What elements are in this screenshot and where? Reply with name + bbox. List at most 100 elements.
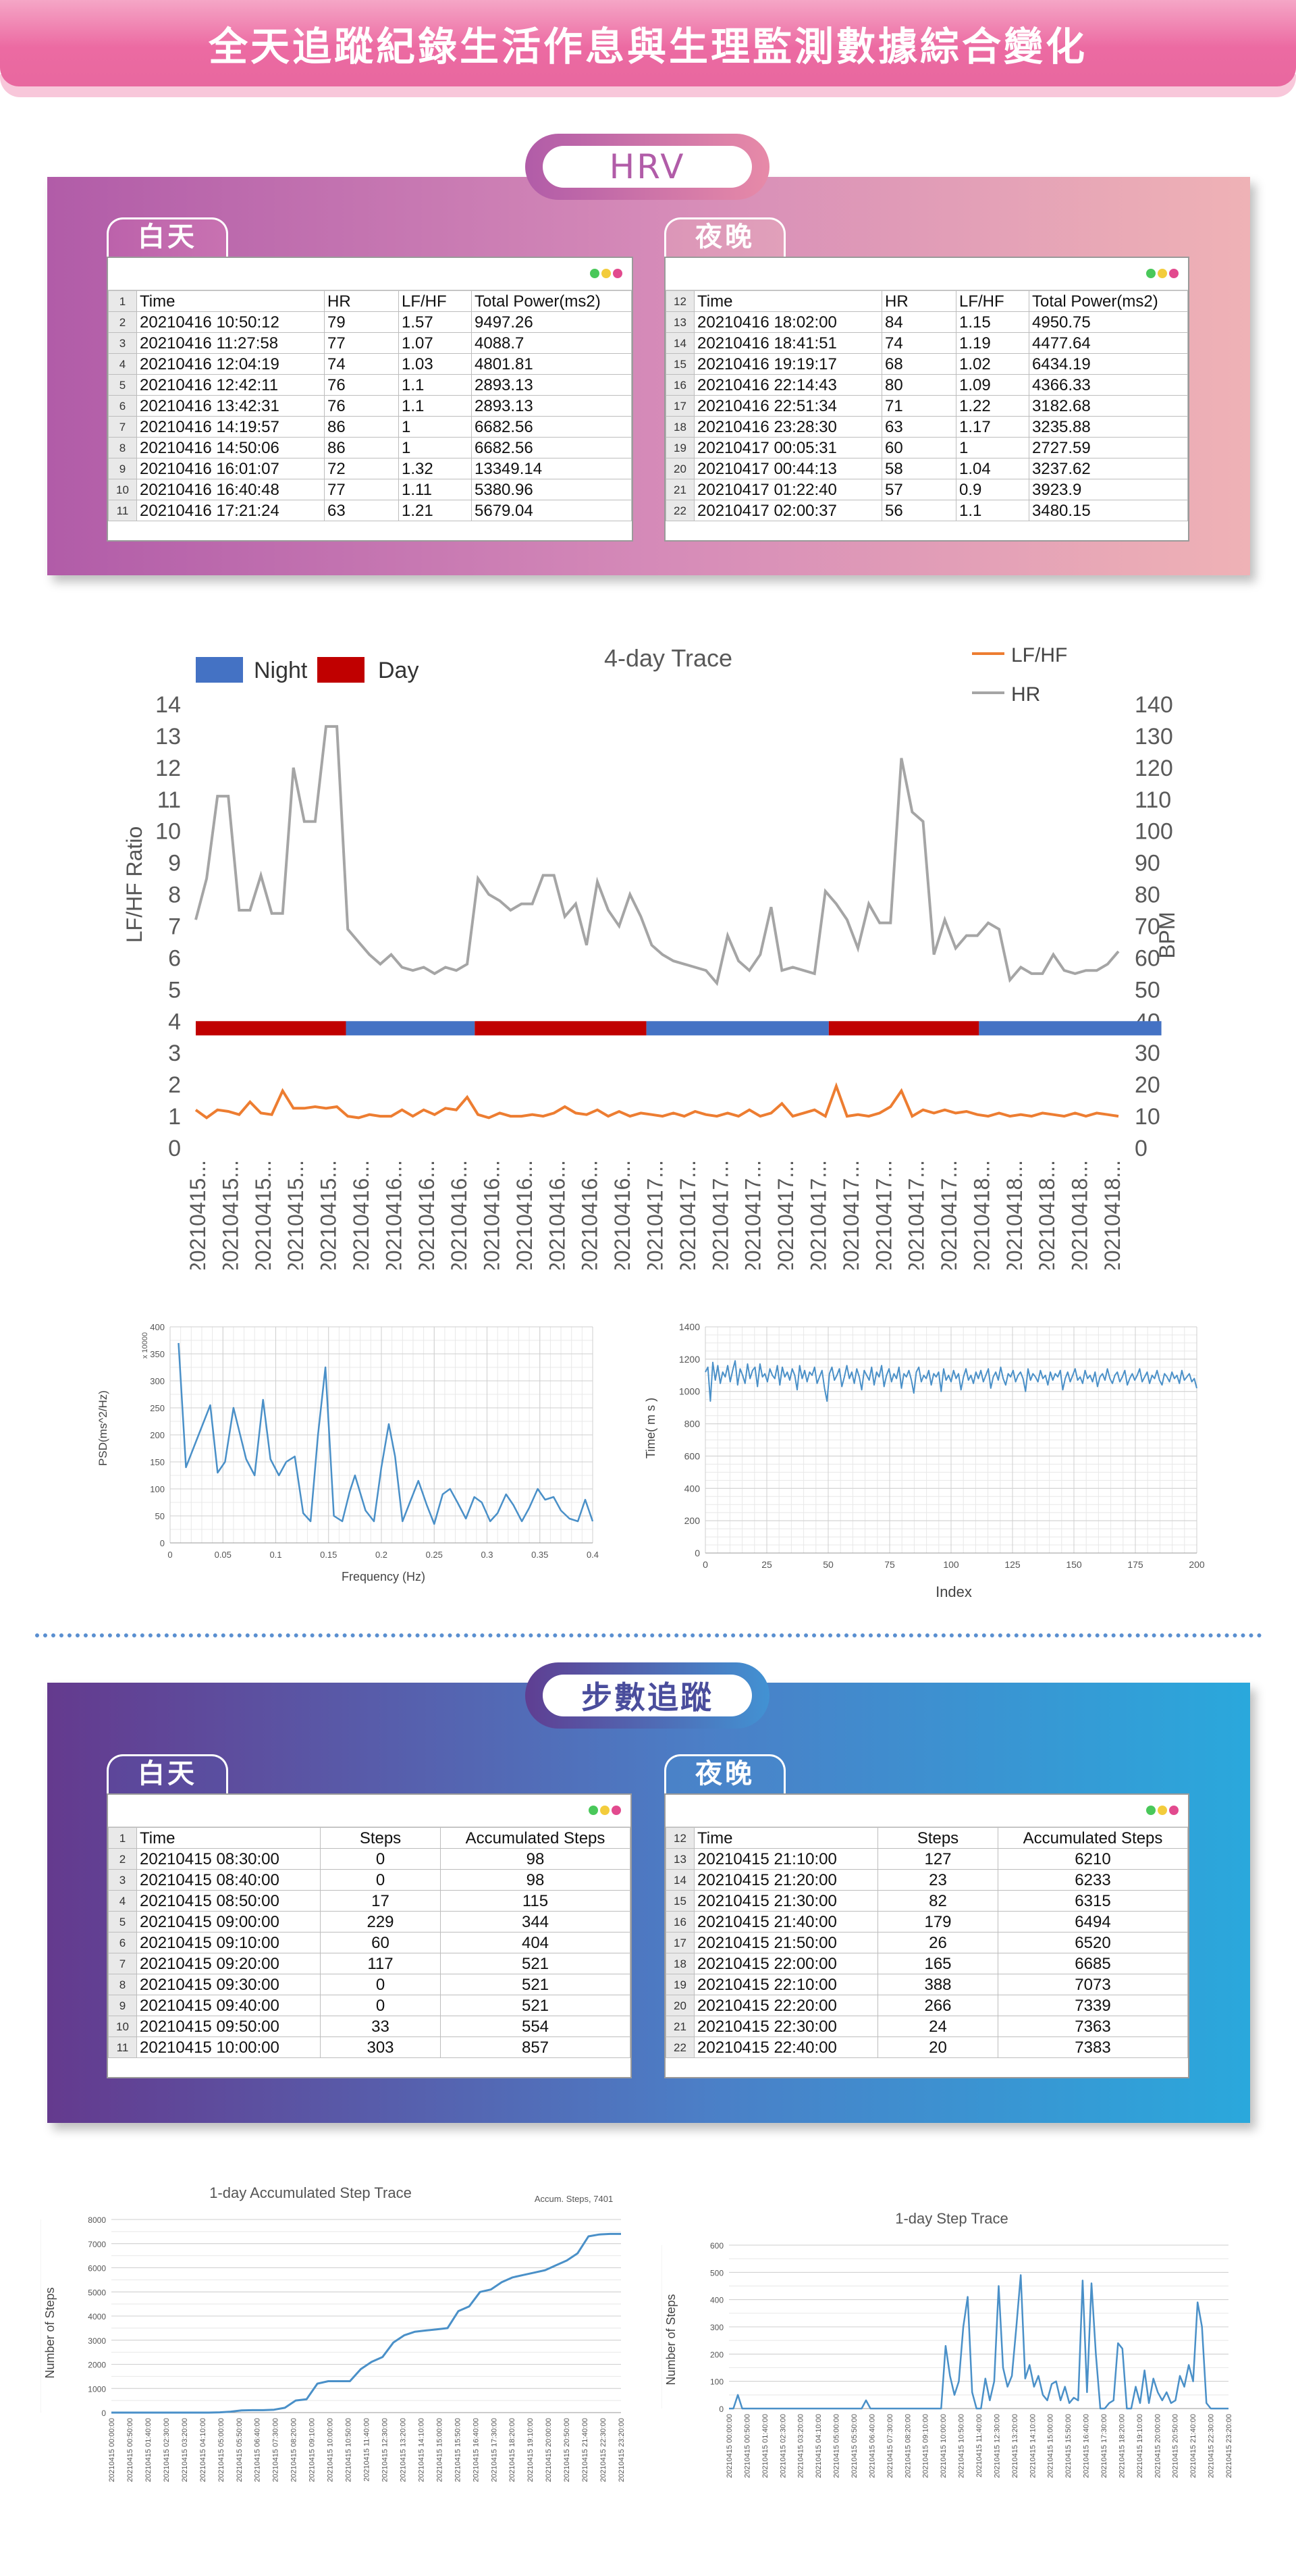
- table-cell: 20210415 22:20:00: [694, 1995, 878, 2016]
- table-header-row: 12 Time Steps Accumulated Steps: [666, 1827, 1188, 1849]
- y2-tick-label: 120: [1135, 756, 1173, 781]
- x-tick-label: 0.15: [320, 1550, 337, 1560]
- row-number: 8: [108, 437, 137, 458]
- y-tick-label: 6: [168, 945, 181, 971]
- hrv-night-tab: 夜晚: [664, 217, 786, 257]
- four-day-trace-chart: Night Day 4-day Trace LF/HF HR LF/HF Rat…: [122, 644, 1179, 1269]
- table-cell: 1.17: [956, 416, 1029, 438]
- x-tick-label: 0.25: [426, 1550, 443, 1560]
- row-number: 20: [666, 458, 695, 479]
- y-tick-label: 200: [150, 1430, 165, 1440]
- x-tick-label: 20210415 02:30:00: [163, 2418, 171, 2482]
- x-tick-label: 20210415 08:20:00: [290, 2418, 298, 2482]
- row-number: 7: [108, 416, 137, 438]
- table-row: 22 20210417 02:00:37 56 1.1 3480.15: [666, 500, 1188, 521]
- hrv-night-table: 12 Time HR LF/HF Total Power(ms2) 13 2021…: [666, 290, 1188, 521]
- row-number: 4: [108, 353, 137, 375]
- x-tick-label: 20210415 12:30:00: [993, 2414, 1001, 2478]
- x-tick-label: 20210415 15:50:00: [1064, 2414, 1073, 2478]
- column-header: Total Power(ms2): [1029, 290, 1188, 312]
- y-tick-label: 0: [719, 2404, 724, 2414]
- row-number: 1: [108, 290, 137, 312]
- x-tick-label: 20210415 20:50:00: [563, 2418, 571, 2482]
- table-cell: 60: [882, 437, 956, 458]
- y-tick-label: 3: [168, 1041, 181, 1066]
- table-row: 13 20210416 18:02:00 84 1.15 4950.75: [666, 311, 1188, 333]
- row-number: 18: [666, 1953, 695, 1974]
- x-tick-label: 20210415 15:50:00: [454, 2418, 462, 2482]
- row-number: 9: [108, 458, 137, 479]
- table-cell: 1: [956, 437, 1029, 458]
- x-tick-label: 20210415 04:10:00: [199, 2418, 207, 2482]
- yellow-dot-icon: [601, 269, 611, 278]
- table-row: 17 20210416 22:51:34 71 1.22 3182.68: [666, 395, 1188, 417]
- table-cell: 1.1: [398, 374, 472, 396]
- x-tick-label: 20210415 19:10:00: [526, 2418, 535, 2482]
- table-cell: 1.04: [956, 458, 1029, 479]
- hrv-day-sheet-window: 1 Time HR LF/HF Total Power(ms2) 2 202104…: [107, 257, 633, 542]
- x-tick-label: 20210415...: [284, 1160, 308, 1269]
- table-row: 6 20210415 09:10:00 60 404: [108, 1932, 630, 1953]
- y-tick-label: 3000: [88, 2336, 106, 2346]
- y2-tick-label: 0: [1135, 1136, 1148, 1161]
- y-tick-label: 400: [684, 1483, 701, 1494]
- steps-badge-label: 步數追蹤: [543, 1675, 752, 1716]
- y2-tick-label: 10: [1135, 1104, 1160, 1130]
- table-cell: 1: [398, 416, 472, 438]
- table-cell: 4366.33: [1029, 374, 1188, 396]
- x-tick-label: 20210415 11:40:00: [363, 2418, 371, 2481]
- hrv-night-sheet-window: 12 Time HR LF/HF Total Power(ms2) 13 2021…: [664, 257, 1189, 542]
- row-number: 14: [666, 332, 695, 354]
- y2-tick-label: 90: [1135, 851, 1160, 876]
- x-tick-label: 20210415 18:20:00: [508, 2418, 516, 2482]
- x-tick-label: 20210416...: [512, 1160, 537, 1269]
- y-tick-label: 2000: [88, 2361, 106, 2370]
- table-cell: 72: [324, 458, 399, 479]
- table-cell: 165: [878, 1953, 998, 1974]
- table-row: 18 20210415 22:00:00 165 6685: [666, 1953, 1188, 1974]
- x-tick-label: 20210416...: [381, 1160, 406, 1269]
- table-cell: 6434.19: [1029, 353, 1188, 375]
- row-number: 7: [108, 1953, 137, 1974]
- x-tick-label: 75: [884, 1559, 895, 1570]
- table-row: 8 20210415 09:30:00 0 521: [108, 1974, 630, 1995]
- legend-day-swatch: [317, 657, 364, 683]
- hrv-badge: HRV: [525, 134, 770, 200]
- y-tick-label: 1000: [88, 2384, 106, 2394]
- x-tick-label: 20210415 11:40:00: [975, 2414, 983, 2477]
- hrv-panel: 白天 1 Time HR LF/HF Total Power(ms2) 2 202…: [47, 177, 1250, 575]
- table-cell: 2893.13: [471, 374, 632, 396]
- psd-spectrum-chart: x 10000 PSD(ms^2/Hz) Frequency (Hz) 0 50 1…: [97, 1322, 599, 1583]
- green-dot-icon: [589, 1806, 598, 1815]
- table-cell: 98: [440, 1869, 630, 1891]
- column-header: Steps: [878, 1827, 998, 1849]
- y-tick-label: 1000: [679, 1386, 700, 1397]
- table-row: 17 20210415 21:50:00 26 6520: [666, 1932, 1188, 1953]
- y-tick-label: 8000: [88, 2215, 106, 2225]
- x-tick-label: 20210415 13:20:00: [399, 2418, 407, 2482]
- x-tick-label: 20210415 05:00:00: [217, 2418, 225, 2482]
- table-cell: 20210416 13:42:31: [136, 395, 325, 417]
- table-cell: 68: [882, 353, 956, 375]
- table-cell: 20210416 12:04:19: [136, 353, 325, 375]
- table-cell: 86: [324, 437, 399, 458]
- y-tick-label: 10: [155, 819, 181, 845]
- table-row: 19 20210415 22:10:00 388 7073: [666, 1974, 1188, 1995]
- band-segment-night: [979, 1021, 1162, 1036]
- y-tick-label: 11: [157, 787, 181, 813]
- series-line: [178, 1342, 594, 1525]
- row-number: 2: [108, 311, 137, 333]
- table-row: 13 20210415 21:10:00 127 6210: [666, 1848, 1188, 1870]
- column-header: Time: [694, 290, 882, 312]
- y-tick-label: 4: [168, 1009, 181, 1034]
- x-tick-label: 150: [1066, 1559, 1082, 1570]
- hrv-badge-label: HRV: [543, 146, 752, 188]
- table-cell: 3182.68: [1029, 395, 1188, 417]
- steps-badge: 步數追蹤: [525, 1662, 770, 1729]
- column-header: Total Power(ms2): [471, 290, 632, 312]
- table-cell: 6233: [998, 1869, 1188, 1891]
- table-row: 10 20210416 16:40:48 77 1.11 5380.96: [108, 479, 632, 500]
- table-cell: 76: [324, 395, 399, 417]
- y-tick-label: 13: [155, 724, 181, 750]
- title-banner: [0, 0, 1296, 86]
